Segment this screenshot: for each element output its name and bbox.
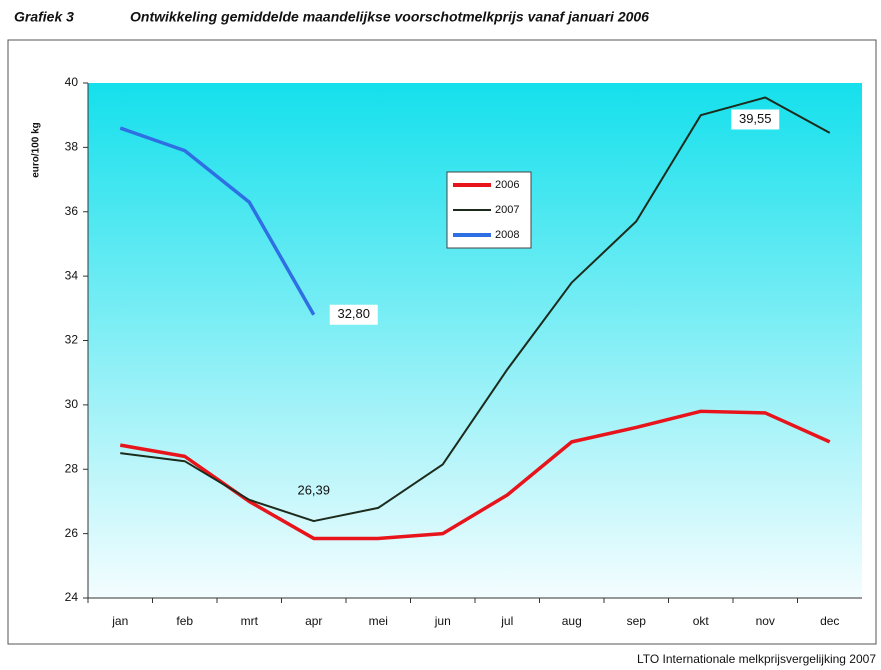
y-tick-label: 38 (65, 140, 79, 154)
x-tick-label: jun (434, 614, 451, 628)
x-tick-label: nov (756, 614, 775, 628)
x-tick-label: aug (562, 614, 582, 628)
series-line (119, 126, 316, 316)
legend-label: 2008 (495, 229, 519, 241)
figure-label: Grafiek 3 (14, 9, 74, 25)
data-label-box (329, 304, 378, 325)
legend-label: 2007 (495, 204, 519, 216)
series-line (120, 96, 831, 523)
x-tick-label: mei (369, 614, 388, 628)
legend-label: 2006 (495, 179, 519, 191)
data-label: 39,55 (739, 111, 772, 126)
y-axis-label: euro/100 kg (31, 122, 42, 178)
x-tick-label: jan (111, 614, 128, 628)
y-tick-label: 40 (65, 75, 79, 89)
x-tick-label: mrt (241, 614, 259, 628)
y-tick-label: 32 (65, 333, 79, 347)
x-tick-label: apr (305, 614, 322, 628)
y-tick-label: 36 (65, 204, 79, 218)
x-tick-label: feb (176, 614, 193, 628)
x-tick-label: jul (500, 614, 513, 628)
chart-title: Ontwikkeling gemiddelde maandelijkse voo… (130, 9, 649, 25)
data-label: 32,80 (337, 306, 370, 321)
y-tick-label: 24 (65, 590, 79, 604)
plot-area (88, 83, 862, 598)
data-label: 26,39 (297, 483, 330, 498)
x-tick-label: okt (693, 614, 710, 628)
data-label-box (731, 109, 780, 130)
y-tick-label: 28 (65, 461, 79, 475)
source-note: LTO Internationale melkprijsvergelijking… (637, 652, 876, 666)
y-tick-label: 26 (65, 526, 79, 540)
y-tick-label: 34 (65, 268, 79, 282)
x-tick-label: sep (627, 614, 647, 628)
x-tick-label: dec (820, 614, 839, 628)
y-tick-label: 30 (65, 397, 79, 411)
